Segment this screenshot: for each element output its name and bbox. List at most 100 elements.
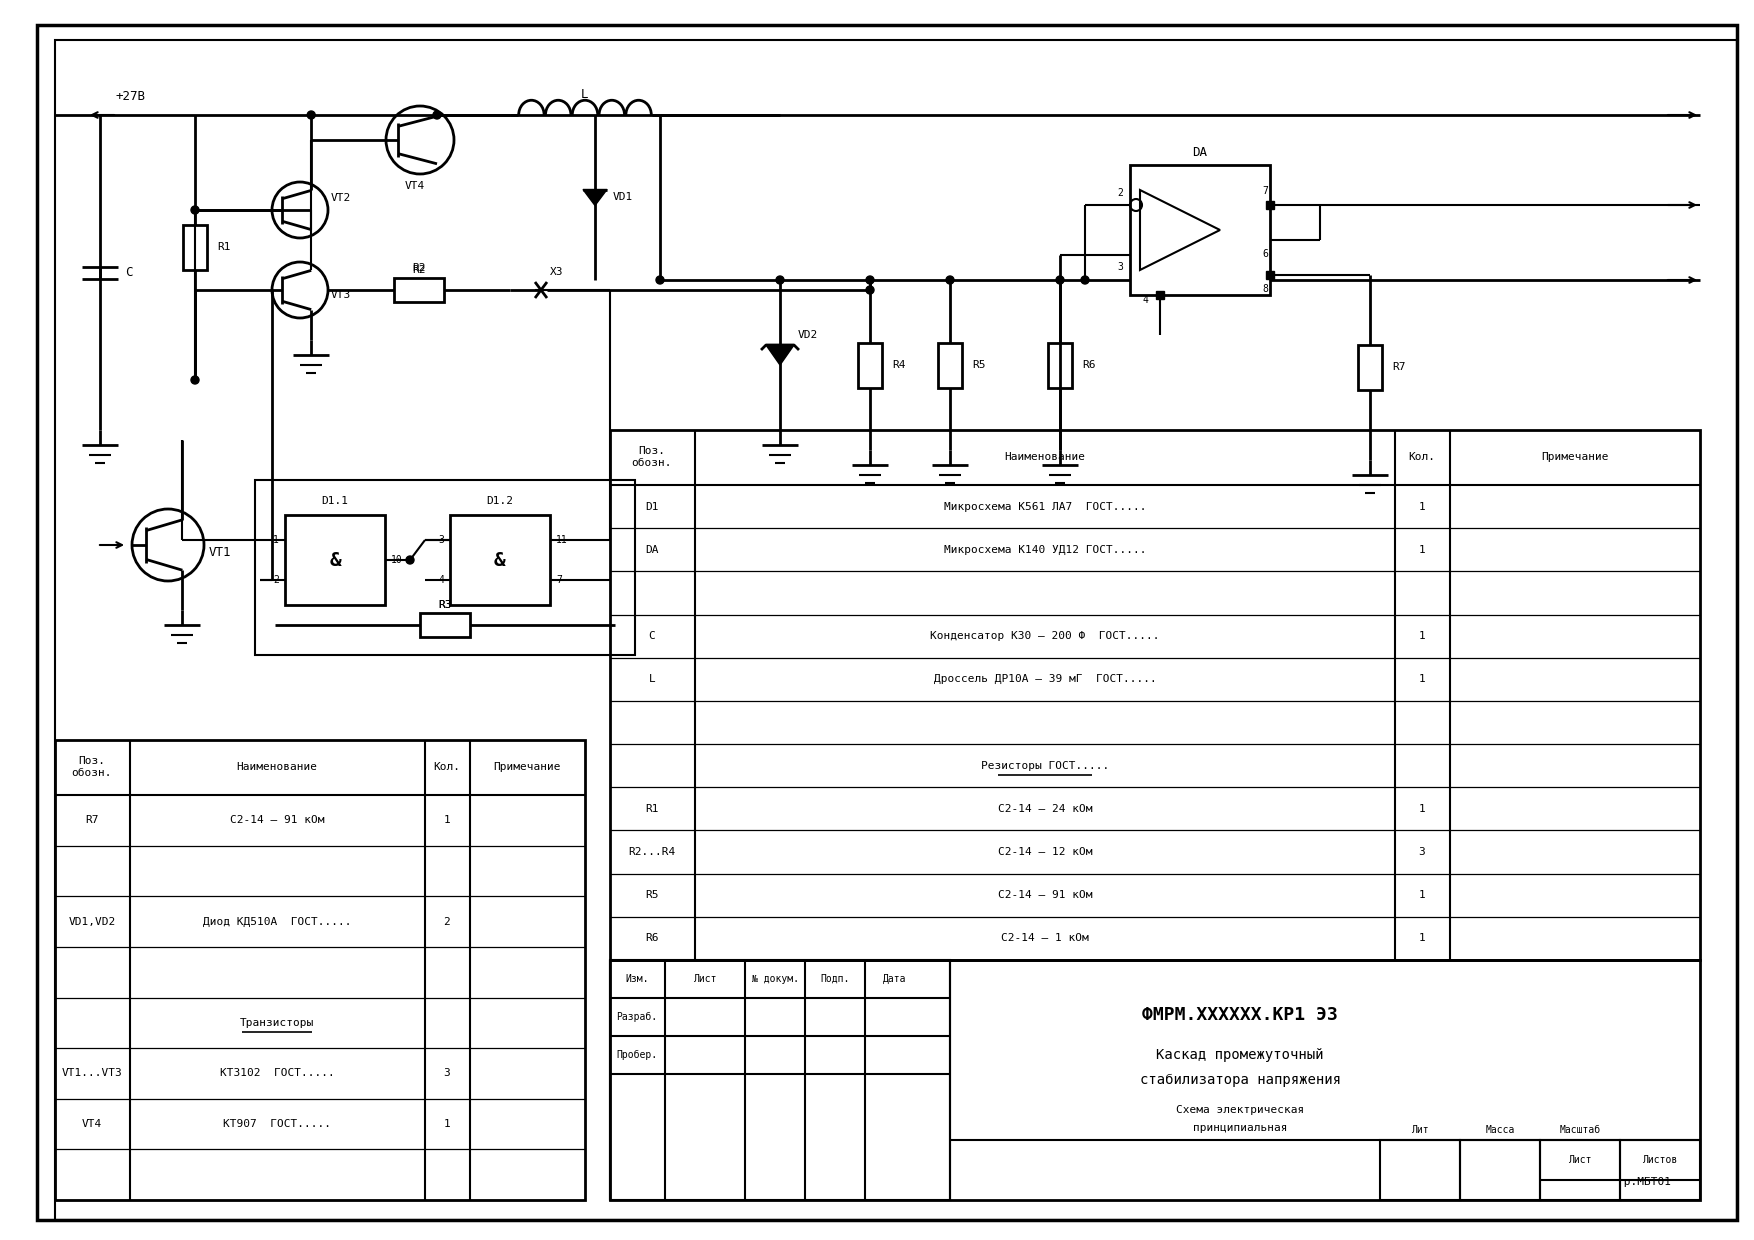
Text: DA: DA <box>1193 146 1207 160</box>
Text: С2-14 – 91 кОм: С2-14 – 91 кОм <box>998 890 1093 900</box>
Text: 1: 1 <box>1419 502 1426 512</box>
Circle shape <box>775 277 784 284</box>
Text: R1: R1 <box>217 243 230 253</box>
Text: VT1: VT1 <box>209 547 232 559</box>
Text: 7: 7 <box>556 575 561 585</box>
Text: L: L <box>581 88 589 102</box>
Circle shape <box>307 112 316 119</box>
Text: 11: 11 <box>556 534 568 546</box>
Bar <box>610 960 951 1200</box>
Text: &: & <box>495 551 505 569</box>
Text: Схема электрическая: Схема электрическая <box>1175 1105 1305 1115</box>
Text: R7: R7 <box>86 816 98 826</box>
Circle shape <box>1056 277 1065 284</box>
Text: Кол.: Кол. <box>433 763 461 773</box>
Circle shape <box>866 286 873 294</box>
Bar <box>610 430 1700 960</box>
Text: стабилизатора напряжения: стабилизатора напряжения <box>1140 1073 1340 1087</box>
Text: Лист: Лист <box>1568 1154 1591 1166</box>
Text: Поз.
обозн.: Поз. обозн. <box>72 756 112 777</box>
Text: VT3: VT3 <box>332 290 351 300</box>
Bar <box>54 740 586 1200</box>
Circle shape <box>405 556 414 564</box>
Text: Конденсатор К30 – 200 Ф  ГОСТ.....: Конденсатор К30 – 200 Ф ГОСТ..... <box>930 631 1159 641</box>
Bar <box>284 515 384 605</box>
Text: D1: D1 <box>645 502 660 512</box>
Text: VD2: VD2 <box>798 330 819 340</box>
Circle shape <box>191 376 198 384</box>
Text: VT2: VT2 <box>332 193 351 203</box>
Text: Разраб.: Разраб. <box>616 1012 658 1022</box>
Bar <box>419 613 470 637</box>
Text: Наименование: Наименование <box>1005 453 1086 463</box>
Text: Каскад промежуточный: Каскад промежуточный <box>1156 1048 1324 1061</box>
Text: Дроссель ДР10А – 39 мГ  ГОСТ.....: Дроссель ДР10А – 39 мГ ГОСТ..... <box>933 675 1156 684</box>
Text: С2-14 – 12 кОм: С2-14 – 12 кОм <box>998 847 1093 857</box>
Text: С2-14 – 24 кОм: С2-14 – 24 кОм <box>998 804 1093 813</box>
Text: 1: 1 <box>1419 804 1426 813</box>
Text: 3: 3 <box>438 534 444 546</box>
Text: 4: 4 <box>1142 295 1149 305</box>
Text: Кол.: Кол. <box>1408 453 1435 463</box>
Text: Дата: Дата <box>884 973 907 985</box>
Text: R7: R7 <box>1393 362 1405 372</box>
Text: R5: R5 <box>645 890 660 900</box>
Text: Примечание: Примечание <box>493 763 561 773</box>
Text: КТ3102  ГОСТ.....: КТ3102 ГОСТ..... <box>219 1069 335 1079</box>
Text: 1: 1 <box>1419 631 1426 641</box>
Text: 1: 1 <box>274 534 279 546</box>
Text: VD1: VD1 <box>612 192 633 202</box>
Bar <box>182 224 207 270</box>
Text: R2: R2 <box>412 263 426 273</box>
Text: R3: R3 <box>438 600 453 610</box>
Text: C: C <box>125 267 133 279</box>
Text: 2: 2 <box>274 575 279 585</box>
Text: Поз.
обозн.: Поз. обозн. <box>631 446 672 467</box>
Text: Наименование: Наименование <box>237 763 317 773</box>
Text: 4: 4 <box>438 575 444 585</box>
Text: С2-14 – 91 кОм: С2-14 – 91 кОм <box>230 816 324 826</box>
Bar <box>1540 1140 1621 1200</box>
Text: 1: 1 <box>444 816 451 826</box>
Text: VT1...VT3: VT1...VT3 <box>61 1069 123 1079</box>
Text: Диод КД510А  ГОСТ.....: Диод КД510А ГОСТ..... <box>203 916 351 926</box>
Bar <box>1380 1140 1459 1200</box>
Text: 10: 10 <box>391 556 403 565</box>
Bar <box>254 480 635 655</box>
Text: Масса: Масса <box>1486 1125 1515 1135</box>
Polygon shape <box>766 345 795 365</box>
Text: 1: 1 <box>1419 544 1426 554</box>
Bar <box>1047 342 1072 387</box>
Bar <box>938 342 961 387</box>
Text: &: & <box>330 551 340 569</box>
Text: 6: 6 <box>1263 249 1268 259</box>
Text: 2: 2 <box>444 916 451 926</box>
Text: VD1,VD2: VD1,VD2 <box>68 916 116 926</box>
Text: 3: 3 <box>444 1069 451 1079</box>
Text: 1: 1 <box>1419 934 1426 944</box>
Text: принципиальная: принципиальная <box>1193 1123 1287 1133</box>
Circle shape <box>433 112 440 119</box>
Circle shape <box>1080 277 1089 284</box>
Bar <box>1621 1140 1700 1200</box>
Text: 3: 3 <box>1419 847 1426 857</box>
Polygon shape <box>582 190 607 206</box>
Text: D1.1: D1.1 <box>321 496 349 506</box>
Bar <box>858 342 882 387</box>
Text: 2: 2 <box>1117 188 1123 198</box>
Text: Изм.: Изм. <box>624 973 649 985</box>
Circle shape <box>866 277 873 284</box>
Bar <box>395 278 444 303</box>
Text: Микросхема К561 ЛА7  ГОСТ.....: Микросхема К561 ЛА7 ГОСТ..... <box>944 502 1147 512</box>
Text: R4: R4 <box>893 360 905 370</box>
Circle shape <box>945 277 954 284</box>
Text: R1: R1 <box>645 804 660 813</box>
Bar <box>1130 165 1270 295</box>
Bar <box>1358 345 1382 391</box>
Text: Микросхема К140 УД12 ГОСТ.....: Микросхема К140 УД12 ГОСТ..... <box>944 544 1147 554</box>
Text: С2-14 – 1 кОм: С2-14 – 1 кОм <box>1002 934 1089 944</box>
Text: VT4: VT4 <box>82 1118 102 1130</box>
Text: R2...R4: R2...R4 <box>628 847 675 857</box>
Text: 1: 1 <box>1419 890 1426 900</box>
Text: R6: R6 <box>1082 360 1096 370</box>
